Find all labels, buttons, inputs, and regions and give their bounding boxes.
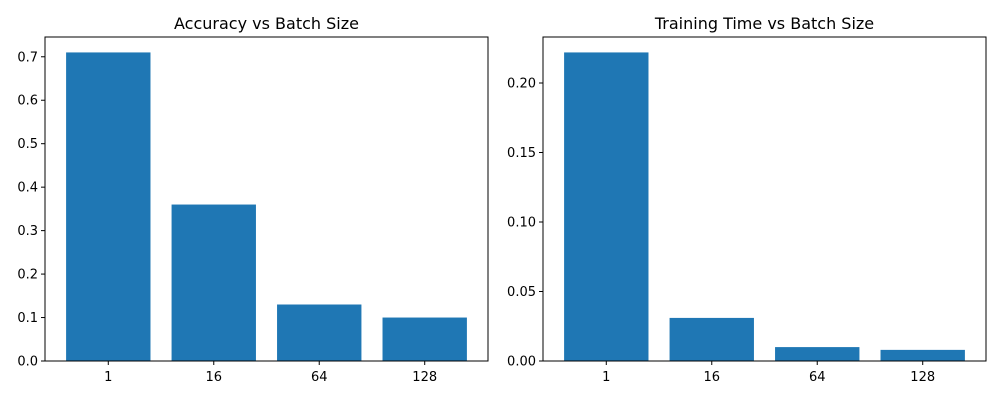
y-tick-label: 0.0 [17,355,38,370]
y-tick-label: 0.6 [17,94,38,109]
bar-128 [880,349,965,361]
bar-1 [564,52,649,362]
x-tick-label: 16 [205,370,222,385]
y-tick-label: 0.3 [17,224,38,239]
y-tick-label: 0.7 [17,50,38,65]
x-tick-label: 128 [412,370,437,385]
bar-16 [669,317,754,361]
y-tick-label: 0.05 [507,285,536,300]
plot-frame [44,36,489,362]
bar-16 [171,204,256,361]
x-tick-label: 16 [703,370,720,385]
y-tick-label: 0.00 [507,355,536,370]
bar-64 [775,347,860,361]
y-tick-label: 0.4 [17,181,38,196]
bar-1 [66,52,151,362]
bar-128 [382,317,467,361]
chart-title: Accuracy vs Batch Size [174,14,359,33]
y-tick-label: 0.10 [507,216,536,231]
y-tick-label: 0.2 [17,268,38,283]
y-tick-label: 0.5 [17,137,38,152]
accuracy-chart: Accuracy vs Batch Size 1 16 64 128 0.0 0.1 0.2… [17,14,489,385]
y-tick-label: 0.15 [507,146,536,161]
bar-64 [277,304,362,361]
y-tick-label: 0.1 [17,311,38,326]
x-tick-label: 1 [602,370,610,385]
x-tick-label: 64 [311,370,328,385]
x-tick-label: 128 [910,370,935,385]
x-tick-label: 64 [809,370,826,385]
plot-frame [542,36,987,362]
x-tick-label: 1 [104,370,112,385]
training-time-chart: Training Time vs Batch Size 1 16 64 128 0.00… [507,14,987,385]
chart-title: Training Time vs Batch Size [654,14,874,33]
y-tick-label: 0.20 [507,77,536,92]
